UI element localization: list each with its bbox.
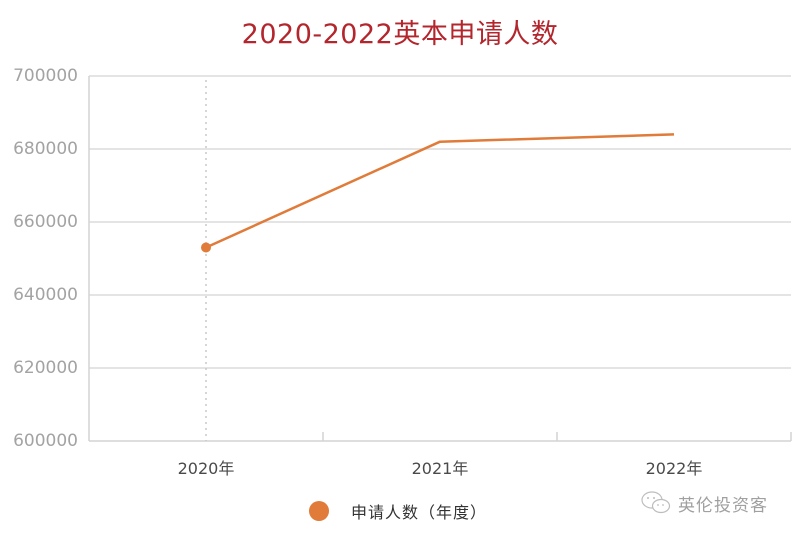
legend[interactable]: 申请人数（年度） — [309, 499, 487, 523]
data-point-2020[interactable] — [201, 242, 211, 253]
x-tick-label: 2022年 — [645, 459, 703, 478]
watermark: 英伦投资客 — [640, 490, 768, 516]
y-tick-label: 700000 — [13, 66, 78, 86]
chart-title: 2020-2022英本申请人数 — [241, 19, 559, 50]
x-tick-label: 2021年 — [411, 459, 469, 478]
y-tick-label: 600000 — [13, 431, 78, 451]
y-tick-label: 620000 — [13, 358, 78, 378]
wechat-icon — [641, 491, 671, 514]
watermark-text: 英伦投资客 — [678, 495, 768, 516]
series-line — [205, 133, 675, 249]
y-tick-label: 640000 — [13, 285, 78, 305]
axes — [88, 76, 792, 442]
y-tick-label: 680000 — [13, 139, 78, 159]
gridlines — [89, 75, 791, 369]
legend-marker — [309, 501, 329, 521]
legend-label: 申请人数（年度） — [351, 503, 488, 522]
y-tick-label: 660000 — [13, 212, 78, 232]
x-tick-label: 2020年 — [177, 459, 235, 478]
